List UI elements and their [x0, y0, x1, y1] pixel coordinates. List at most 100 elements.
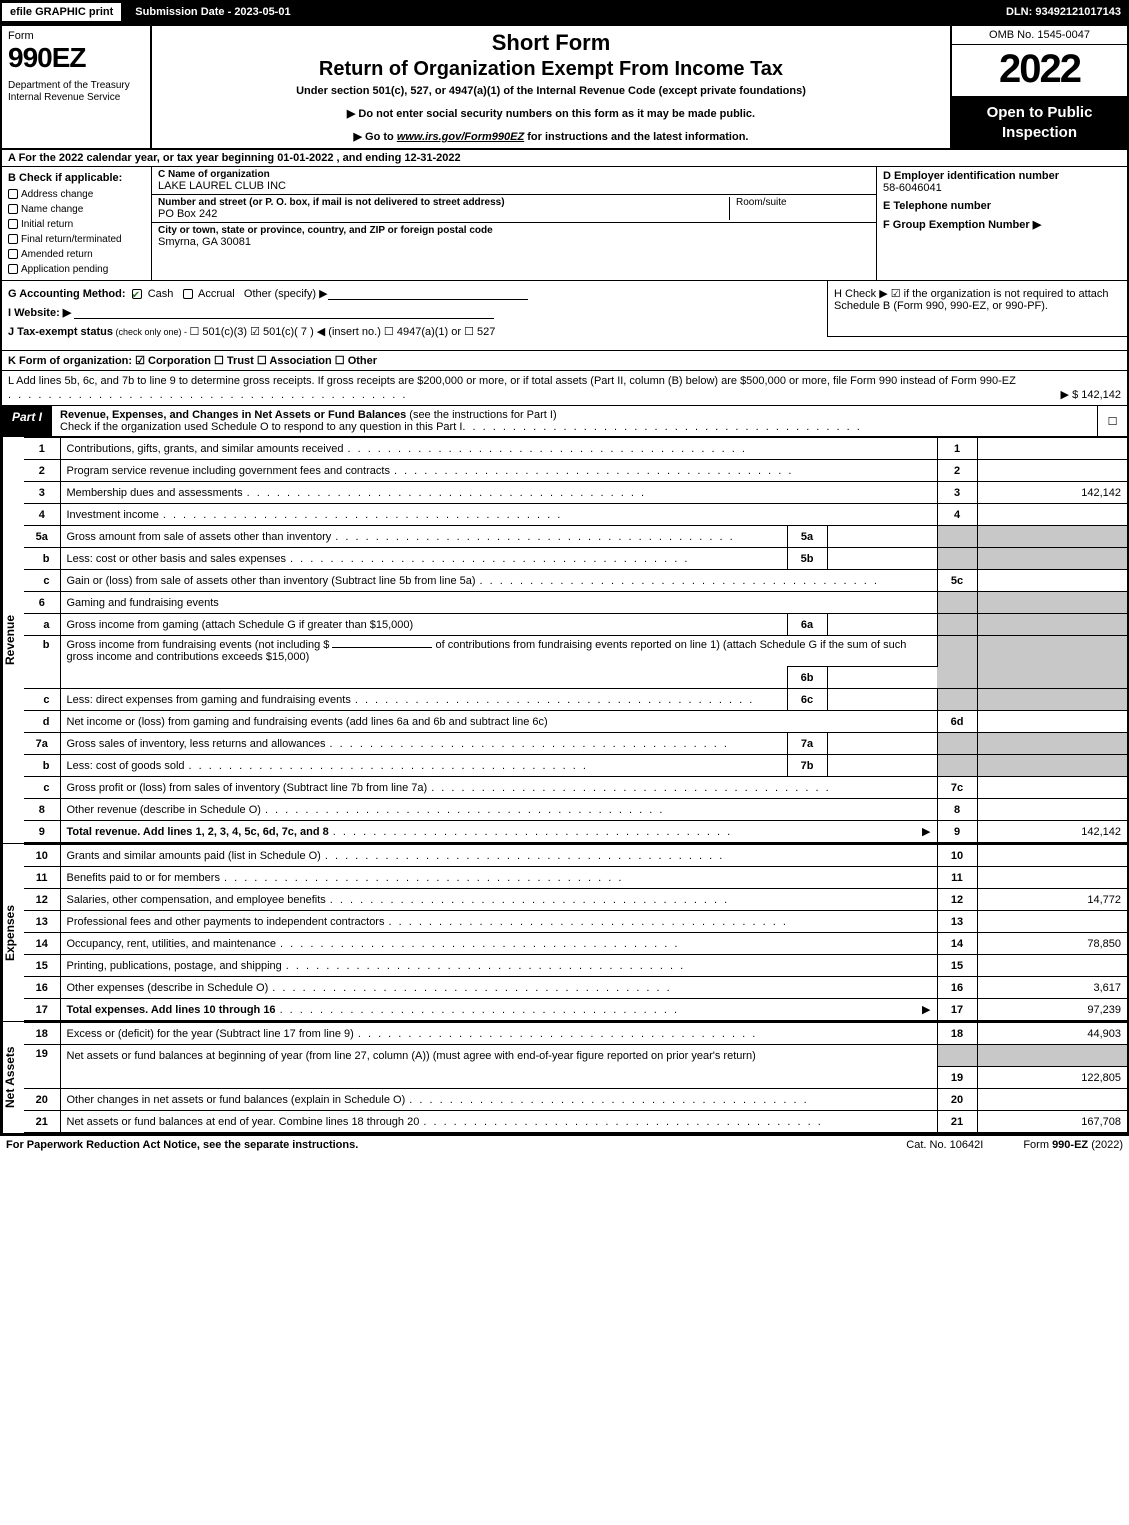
l5c-desc: Gain or (loss) from sale of assets other… — [67, 575, 480, 587]
l5a-ival — [827, 526, 937, 548]
footer-right-post: (2022) — [1088, 1139, 1123, 1151]
note2-post: for instructions and the latest informat… — [524, 131, 748, 143]
l1-box: 1 — [937, 438, 977, 460]
line-9: 9 Total revenue. Add lines 1, 2, 3, 4, 5… — [24, 821, 1127, 843]
l18-box: 18 — [937, 1023, 977, 1045]
l18-num: 18 — [24, 1023, 60, 1045]
c-name-label: C Name of organization — [158, 169, 870, 180]
l12-amt: 14,772 — [977, 889, 1127, 911]
l2-amt — [977, 460, 1127, 482]
l20-box: 20 — [937, 1089, 977, 1111]
chk-address-change[interactable]: Address change — [8, 187, 145, 202]
open-inspection: Open to Public Inspection — [952, 97, 1127, 148]
l7b-greyamt — [977, 755, 1127, 777]
l7b-desc: Less: cost of goods sold — [67, 760, 189, 772]
line-10: 10 Grants and similar amounts paid (list… — [24, 845, 1127, 867]
l16-num: 16 — [24, 977, 60, 999]
l12-box: 12 — [937, 889, 977, 911]
col-def: D Employer identification number 58-6046… — [877, 167, 1127, 280]
h-schedule-b: H Check ▶ ☑ if the organization is not r… — [827, 281, 1127, 337]
chk-name-change[interactable]: Name change — [8, 202, 145, 217]
form-title: Return of Organization Exempt From Incom… — [160, 58, 942, 81]
g-cash: Cash — [148, 288, 174, 300]
l6-num: 6 — [24, 592, 60, 614]
l6-greyamt — [977, 592, 1127, 614]
section-bcdef: B Check if applicable: Address change Na… — [2, 167, 1127, 281]
l6b-blank[interactable] — [332, 647, 432, 648]
l12-num: 12 — [24, 889, 60, 911]
l6b-greyamt — [977, 636, 1127, 689]
f-group-label: F Group Exemption Number ▶ — [883, 218, 1121, 231]
l5c-num: c — [24, 570, 60, 592]
l5a-num: 5a — [24, 526, 60, 548]
l18-desc: Excess or (deficit) for the year (Subtra… — [67, 1028, 358, 1040]
l6-desc: Gaming and fundraising events — [60, 592, 937, 614]
chk-amended-return[interactable]: Amended return — [8, 247, 145, 262]
note2-pre: ▶ Go to — [354, 131, 397, 143]
ssn-note: ▶ Do not enter social security numbers o… — [160, 107, 942, 120]
l9-box: 9 — [937, 821, 977, 843]
l6c-num: c — [24, 689, 60, 711]
l17-desc: Total expenses. Add lines 10 through 16 — [67, 1004, 280, 1016]
chk-final-return[interactable]: Final return/terminated — [8, 232, 145, 247]
l11-desc: Benefits paid to or for members — [67, 872, 224, 884]
g-other-input[interactable] — [328, 299, 528, 300]
l8-box: 8 — [937, 799, 977, 821]
l6c-ibox: 6c — [787, 689, 827, 711]
line-11: 11 Benefits paid to or for members 11 — [24, 867, 1127, 889]
line-2: 2 Program service revenue including gove… — [24, 460, 1127, 482]
l14-num: 14 — [24, 933, 60, 955]
l18-amt: 44,903 — [977, 1023, 1127, 1045]
line-1: 1 Contributions, gifts, grants, and simi… — [24, 438, 1127, 460]
l7a-greyamt — [977, 733, 1127, 755]
l5a-greyamt — [977, 526, 1127, 548]
header-center: Short Form Return of Organization Exempt… — [152, 26, 952, 148]
irs-link[interactable]: www.irs.gov/Form990EZ — [397, 131, 524, 143]
l7a-ival — [827, 733, 937, 755]
l6d-amt — [977, 711, 1127, 733]
l7a-desc: Gross sales of inventory, less returns a… — [67, 738, 330, 750]
l7c-amt — [977, 777, 1127, 799]
l2-desc: Program service revenue including govern… — [67, 465, 394, 477]
c-name-value: LAKE LAUREL CLUB INC — [158, 180, 870, 192]
l5b-ival — [827, 548, 937, 570]
j-options: ☐ 501(c)(3) ☑ 501(c)( 7 ) ◀ (insert no.)… — [189, 326, 495, 338]
i-website: I Website: ▶ — [8, 306, 821, 319]
l19-amt: 122,805 — [977, 1067, 1127, 1089]
city-value: Smyrna, GA 30081 — [158, 236, 870, 248]
header-right: OMB No. 1545-0047 2022 Open to Public In… — [952, 26, 1127, 148]
l13-amt — [977, 911, 1127, 933]
line-17: 17 Total expenses. Add lines 10 through … — [24, 999, 1127, 1021]
col-c-org: C Name of organization LAKE LAUREL CLUB … — [152, 167, 877, 280]
line-12: 12 Salaries, other compensation, and emp… — [24, 889, 1127, 911]
part-1-title: Revenue, Expenses, and Changes in Net As… — [52, 406, 1097, 436]
part1-checkbox[interactable]: ☐ — [1097, 406, 1127, 436]
b-header: B Check if applicable: — [8, 170, 145, 187]
chk-initial-return[interactable]: Initial return — [8, 217, 145, 232]
l16-amt: 3,617 — [977, 977, 1127, 999]
city-label: City or town, state or province, country… — [158, 225, 870, 236]
chk-cash[interactable] — [132, 289, 142, 299]
l19-box: 19 — [937, 1067, 977, 1089]
l3-amt: 142,142 — [977, 482, 1127, 504]
l6b-num: b — [24, 636, 60, 689]
chk-application-pending[interactable]: Application pending — [8, 262, 145, 277]
l3-num: 3 — [24, 482, 60, 504]
l9-desc: Total revenue. Add lines 1, 2, 3, 4, 5c,… — [67, 826, 333, 838]
line-6d: d Net income or (loss) from gaming and f… — [24, 711, 1127, 733]
street-label: Number and street (or P. O. box, if mail… — [158, 197, 723, 208]
g-label: G Accounting Method: — [8, 288, 126, 300]
netassets-section: Net Assets 18 Excess or (deficit) for th… — [2, 1021, 1127, 1133]
line-6b: b Gross income from fundraising events (… — [24, 636, 1127, 667]
revenue-section: Revenue 1 Contributions, gifts, grants, … — [2, 437, 1127, 843]
netassets-table: 18 Excess or (deficit) for the year (Sub… — [24, 1022, 1127, 1133]
footer-right-pre: Form — [1023, 1139, 1052, 1151]
l6a-greybox — [937, 614, 977, 636]
line-16: 16 Other expenses (describe in Schedule … — [24, 977, 1127, 999]
i-website-input[interactable] — [74, 318, 494, 319]
l6a-greyamt — [977, 614, 1127, 636]
chk-accrual[interactable] — [183, 289, 193, 299]
l1-amt — [977, 438, 1127, 460]
l11-box: 11 — [937, 867, 977, 889]
efile-label[interactable]: efile GRAPHIC print — [0, 1, 123, 23]
